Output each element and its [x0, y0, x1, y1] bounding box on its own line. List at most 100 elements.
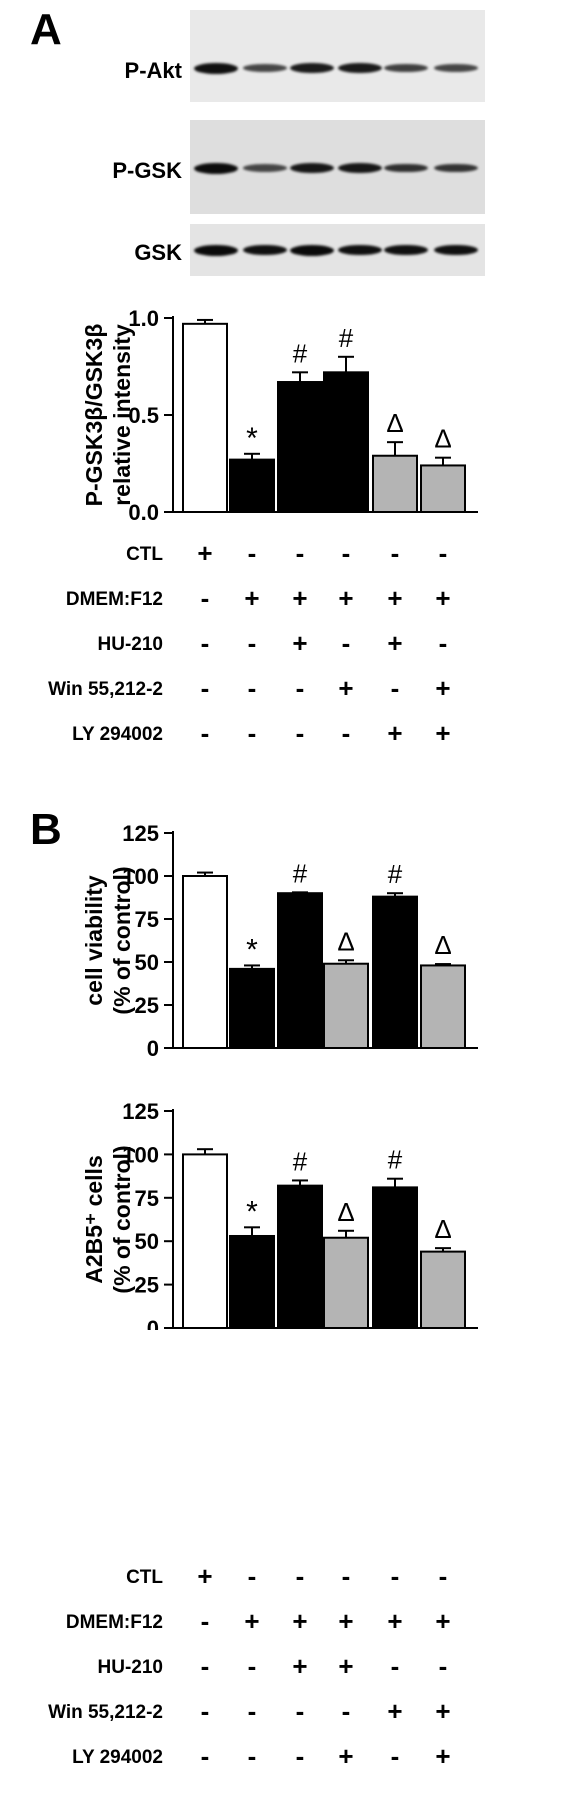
bar — [182, 1153, 228, 1330]
treatment-mark: + — [338, 1651, 354, 1681]
significance-marker: # — [388, 1145, 403, 1175]
significance-marker: # — [293, 858, 308, 888]
y-tick-label: 1.0 — [128, 306, 159, 331]
y-tick-label: 75 — [135, 1186, 159, 1211]
a2b5-cells-chart: A2B5⁺ cells (% of control) 0 25 50 75 100 125 * #… — [81, 1099, 478, 1330]
treatment-label: HU-210 — [97, 1657, 163, 1678]
bar — [182, 322, 228, 513]
treatment-mark: - — [295, 1561, 305, 1591]
blot-band — [194, 162, 238, 174]
treatment-mark: - — [200, 673, 210, 703]
significance-marker: # — [293, 338, 308, 368]
treatment-mark: + — [244, 583, 260, 613]
significance-marker: * — [246, 933, 258, 966]
bar — [229, 967, 275, 1050]
blot-band — [243, 164, 287, 172]
y-tick-label: 25 — [135, 993, 159, 1018]
y-tick-label: 100 — [122, 864, 159, 889]
bar — [277, 1184, 323, 1330]
blot-band — [243, 64, 287, 72]
treatment-mark: - — [390, 1741, 400, 1771]
significance-marker: Δ — [434, 1214, 451, 1244]
treatment-mark: - — [200, 718, 210, 748]
blot-image — [190, 10, 485, 102]
panel-a-letter: A — [30, 5, 62, 54]
treatment-mark: + — [338, 1606, 354, 1636]
blot-band — [384, 244, 428, 256]
treatment-mark: - — [295, 718, 305, 748]
treatment-mark: - — [438, 628, 448, 658]
bar — [420, 464, 466, 514]
treatment-mark: - — [247, 718, 257, 748]
treatment-label: DMEM:F12 — [65, 589, 163, 610]
treatment-mark: - — [341, 1696, 351, 1726]
treatment-mark: + — [292, 583, 308, 613]
blot-band — [290, 62, 334, 74]
treatment-mark: + — [435, 1696, 451, 1726]
significance-marker: Δ — [337, 926, 354, 956]
cell-viability-chart: cell viability (% of control) 0 25 50 75 100 12… — [81, 821, 478, 1061]
treatment-label: Win 55,212-2 — [48, 679, 163, 700]
panel-b-letter: B — [30, 805, 62, 854]
treatment-mark: - — [438, 538, 448, 568]
treatment-mark: - — [341, 628, 351, 658]
treatment-label: CTL — [126, 544, 163, 565]
y-axis-label: (% of control) — [109, 1145, 135, 1293]
blot-label: GSK — [134, 240, 182, 265]
blot-band — [434, 244, 478, 256]
blot-image — [190, 120, 485, 214]
y-tick-label: 50 — [135, 950, 159, 975]
treatment-mark: - — [390, 538, 400, 568]
blot-label: P-Akt — [124, 58, 182, 83]
treatment-mark: + — [387, 583, 403, 613]
significance-marker: * — [246, 422, 258, 455]
treatment-label: LY 294002 — [72, 1747, 163, 1768]
treatment-mark: + — [387, 718, 403, 748]
blot-band — [434, 64, 478, 72]
bar — [323, 962, 369, 1049]
treatment-mark: - — [247, 538, 257, 568]
significance-marker: * — [246, 1195, 258, 1228]
treatment-mark: - — [341, 718, 351, 748]
treatment-label: CTL — [126, 1567, 163, 1588]
y-tick-label: 125 — [122, 1099, 159, 1124]
treatment-mark: - — [390, 673, 400, 703]
blot-band — [338, 244, 382, 256]
y-tick-label: 0.0 — [128, 500, 159, 525]
y-axis-label: (% of control) — [109, 866, 135, 1014]
significance-marker: # — [388, 859, 403, 889]
treatment-mark: + — [435, 718, 451, 748]
bar — [323, 1236, 369, 1329]
bar — [323, 371, 369, 513]
y-tick-label: 100 — [122, 1142, 159, 1167]
treatment-mark: - — [295, 538, 305, 568]
treatment-mark: - — [247, 673, 257, 703]
treatment-mark: - — [200, 628, 210, 658]
y-tick-label: 125 — [122, 821, 159, 846]
treatment-mark: + — [197, 538, 213, 568]
significance-marker: Δ — [386, 408, 403, 438]
blot-image — [190, 224, 485, 276]
treatment-mark: + — [292, 628, 308, 658]
treatment-mark: + — [435, 583, 451, 613]
significance-marker: Δ — [434, 424, 451, 454]
treatment-mark: - — [200, 583, 210, 613]
blot-band — [338, 162, 382, 174]
significance-marker: Δ — [337, 1197, 354, 1227]
treatment-label: DMEM:F12 — [65, 1612, 163, 1633]
treatment-label: HU-210 — [97, 634, 163, 655]
y-tick-label: 0 — [147, 1316, 159, 1330]
treatment-mark: - — [341, 1561, 351, 1591]
y-tick-label: 25 — [135, 1273, 159, 1298]
blot-band — [384, 163, 428, 173]
y-tick-label: 75 — [135, 907, 159, 932]
significance-marker: # — [339, 323, 354, 353]
treatment-mark: + — [435, 673, 451, 703]
blot-band — [290, 244, 334, 256]
y-tick-label: 50 — [135, 1229, 159, 1254]
significance-marker: Δ — [434, 930, 451, 960]
y-axis-label: cell viability — [81, 875, 107, 1006]
bar — [420, 964, 466, 1049]
treatment-mark: + — [387, 628, 403, 658]
